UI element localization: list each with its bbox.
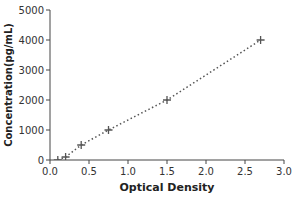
data-point [77,141,85,149]
data-point [62,153,70,160]
x-tick [89,160,90,164]
y-tick [46,100,50,101]
x-tick [245,160,246,164]
x-tick-label: 3.0 [276,166,292,177]
x-tick-label: 2.5 [237,166,253,177]
data-point [54,156,62,160]
y-tick-label: 0 [38,155,44,166]
data-point [105,126,113,134]
y-tick [46,130,50,131]
x-tick-label: 0.0 [42,166,58,177]
x-tick-label: 0.5 [81,166,97,177]
x-tick [167,160,168,164]
chart-container: 0.0 0.5 1.0 1.5 2.0 2.5 3.0 0 1000 2000 3000 4000 50… [0,0,300,200]
y-tick [46,70,50,71]
x-axis-label: Optical Density [120,181,215,194]
y-tick-label: 4000 [19,35,44,46]
x-tick [206,160,207,164]
y-tick [46,160,50,161]
y-axis-line [50,10,51,160]
x-tick [128,160,129,164]
x-tick [284,160,285,164]
y-tick [46,10,50,11]
y-tick-label: 3000 [19,65,44,76]
chart-svg: 0.0 0.5 1.0 1.5 2.0 2.5 3.0 0 1000 2000 3000 4000 50… [0,0,300,200]
x-tick-label: 1.5 [159,166,175,177]
y-tick-label: 2000 [19,95,44,106]
y-tick-label: 1000 [19,125,44,136]
data-point [163,96,171,104]
x-tick-label: 1.0 [120,166,136,177]
x-tick-label: 2.0 [198,166,214,177]
y-axis-label: Concentration(pg/mL) [3,23,14,147]
x-tick [50,160,51,164]
data-line [58,40,261,160]
data-point [257,36,265,44]
plot-data [54,36,265,160]
y-tick [46,40,50,41]
y-tick-label: 5000 [19,5,44,16]
